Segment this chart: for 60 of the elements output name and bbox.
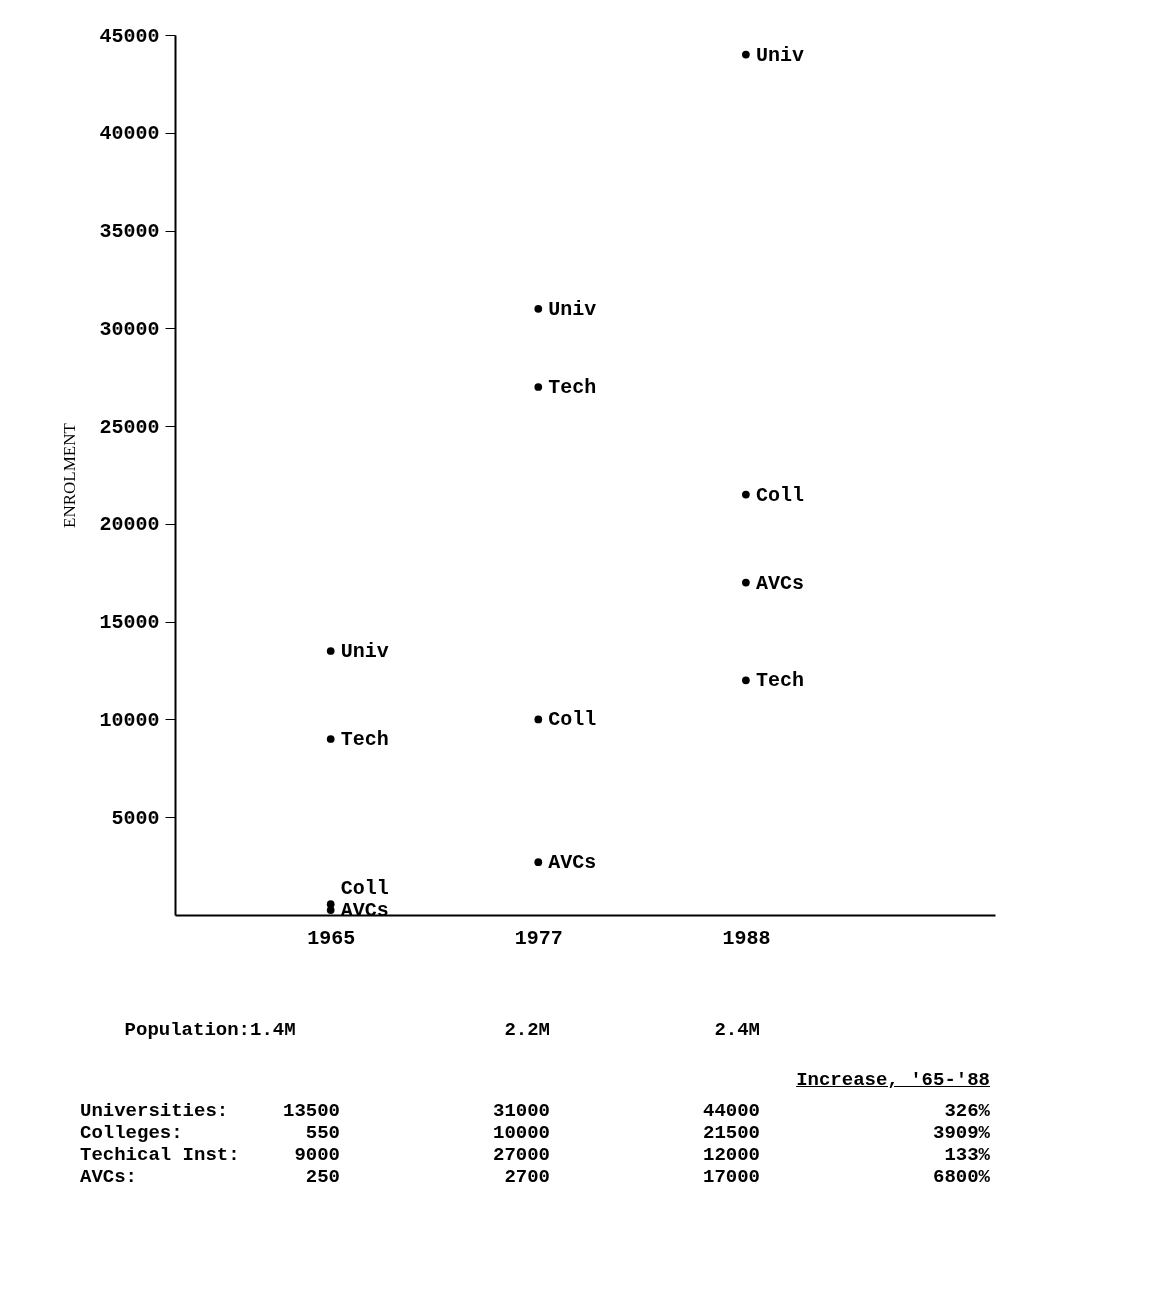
y-tick-label: 20000 <box>99 513 160 537</box>
data-label: 10000 <box>492 1122 550 1144</box>
text: 133% <box>943 1144 990 1166</box>
text: Techical Inst: <box>80 1144 241 1166</box>
data-label: 27000 <box>492 1144 550 1166</box>
text: AVCs <box>548 851 597 875</box>
text: Univ <box>548 297 597 321</box>
text: Colleges: <box>80 1122 184 1144</box>
data-label: 44000 <box>702 1100 760 1122</box>
text: 3909% <box>932 1122 990 1144</box>
data-label: 31000 <box>492 1100 550 1122</box>
text: Tech <box>755 669 804 693</box>
y-tick-label: 10000 <box>99 708 160 732</box>
data-label: 250 <box>304 1166 340 1188</box>
y-tick-label: 15000 <box>99 611 160 635</box>
text: 6800% <box>932 1166 990 1188</box>
point <box>742 490 750 499</box>
x-tick-label: 1965 <box>307 926 356 950</box>
text: Coll <box>755 483 804 507</box>
data-label: 550 <box>304 1122 340 1144</box>
text: Population: <box>123 1018 250 1043</box>
point <box>326 647 335 655</box>
x-tick-label: 1988 <box>722 926 771 950</box>
point <box>326 906 335 914</box>
point <box>534 858 543 867</box>
text: Univ <box>755 43 804 67</box>
series-label: Tech <box>340 728 389 751</box>
point <box>326 735 335 743</box>
text: AVCs <box>755 571 804 595</box>
series-label: Univ <box>340 640 389 663</box>
text: AVCs: <box>80 1166 138 1188</box>
point <box>534 304 543 313</box>
y-axis-title: ENROLMENT <box>60 422 80 528</box>
data-label: 2700 <box>503 1166 550 1188</box>
series-label: Coll <box>548 708 597 732</box>
y-tick-label: 25000 <box>99 415 160 439</box>
y-tick-label: 5000 <box>111 806 160 830</box>
text: Coll <box>340 877 389 901</box>
data-label: 13500 <box>282 1100 340 1122</box>
text: Increase, '65-'88 <box>795 1068 990 1093</box>
data-label: 17000 <box>702 1166 760 1188</box>
y-tick-label: 40000 <box>99 122 160 146</box>
point <box>742 578 750 587</box>
text: 326% <box>943 1100 990 1122</box>
x-tick-label: 1977 <box>514 926 563 950</box>
y-tick-label: 35000 <box>99 220 160 244</box>
data-label: 21500 <box>702 1122 760 1144</box>
text: 2.2M <box>503 1018 550 1043</box>
text: Universities: <box>80 1100 230 1122</box>
data-label: 9000 <box>293 1144 340 1166</box>
text: 2.4M <box>713 1018 760 1043</box>
point <box>742 676 750 685</box>
y-tick-label: 30000 <box>99 317 160 341</box>
y-tick-label: 45000 <box>99 24 160 48</box>
data-label: 12000 <box>702 1144 760 1166</box>
text: Tech <box>548 376 597 399</box>
point <box>534 715 543 724</box>
text: 1.4M <box>250 1018 297 1043</box>
point <box>534 383 543 391</box>
point <box>742 50 750 59</box>
